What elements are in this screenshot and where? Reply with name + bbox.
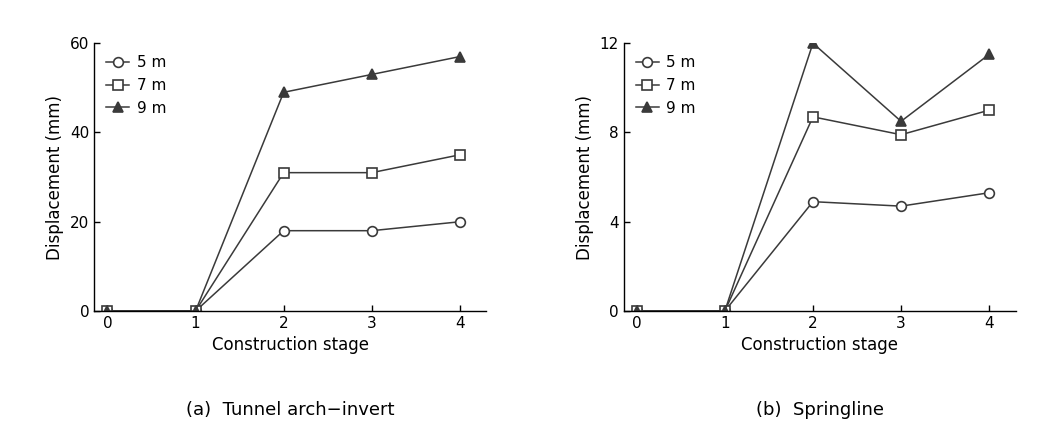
7 m xyxy=(453,152,466,157)
5 m xyxy=(277,228,290,233)
9 m xyxy=(630,308,643,314)
7 m xyxy=(365,170,378,175)
X-axis label: Construction stage: Construction stage xyxy=(211,337,369,355)
Line: 7 m: 7 m xyxy=(632,105,994,316)
9 m xyxy=(895,119,908,124)
5 m xyxy=(453,219,466,224)
7 m xyxy=(806,114,819,120)
Line: 9 m: 9 m xyxy=(103,52,465,316)
7 m xyxy=(630,308,643,314)
7 m xyxy=(190,308,202,314)
7 m xyxy=(277,170,290,175)
7 m xyxy=(983,108,996,113)
Line: 7 m: 7 m xyxy=(103,150,465,316)
5 m xyxy=(718,308,731,314)
Line: 9 m: 9 m xyxy=(632,38,994,316)
Y-axis label: Displacement (mm): Displacement (mm) xyxy=(46,95,65,260)
Line: 5 m: 5 m xyxy=(632,188,994,316)
5 m xyxy=(806,199,819,204)
7 m xyxy=(102,308,114,314)
5 m xyxy=(895,203,908,209)
X-axis label: Construction stage: Construction stage xyxy=(741,337,898,355)
Line: 5 m: 5 m xyxy=(103,217,465,316)
Text: (a)  Tunnel arch−invert: (a) Tunnel arch−invert xyxy=(186,401,395,419)
5 m xyxy=(630,308,643,314)
9 m xyxy=(102,308,114,314)
Legend: 5 m, 7 m, 9 m: 5 m, 7 m, 9 m xyxy=(631,51,700,120)
Text: (b)  Springline: (b) Springline xyxy=(756,401,884,419)
5 m xyxy=(102,308,114,314)
5 m xyxy=(365,228,378,233)
7 m xyxy=(718,308,731,314)
9 m xyxy=(983,52,996,57)
9 m xyxy=(718,308,731,314)
7 m xyxy=(895,132,908,137)
5 m xyxy=(983,190,996,195)
9 m xyxy=(365,72,378,77)
Y-axis label: Displacement (mm): Displacement (mm) xyxy=(576,95,594,260)
9 m xyxy=(806,41,819,46)
5 m xyxy=(190,308,202,314)
9 m xyxy=(277,90,290,95)
9 m xyxy=(190,308,202,314)
Legend: 5 m, 7 m, 9 m: 5 m, 7 m, 9 m xyxy=(102,51,171,120)
9 m xyxy=(453,54,466,59)
